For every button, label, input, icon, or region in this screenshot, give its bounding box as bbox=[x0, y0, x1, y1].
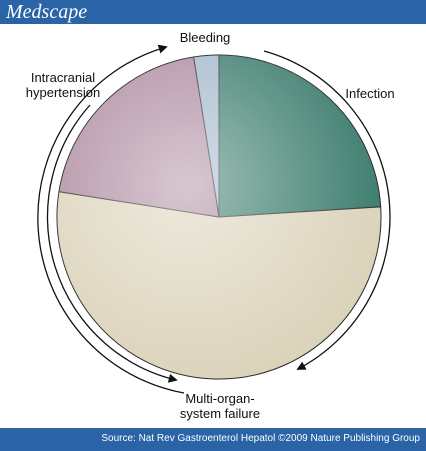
footer: Source: Nat Rev Gastroenterol Hepatol ©2… bbox=[0, 428, 426, 451]
arrow bbox=[263, 50, 391, 370]
brand: Medscape bbox=[6, 1, 88, 23]
shading bbox=[57, 55, 381, 379]
arrow bbox=[46, 104, 178, 383]
header: Medscape bbox=[0, 0, 426, 24]
arrows bbox=[37, 44, 391, 394]
source: Source: Nat Rev Gastroenterol Hepatol ©2… bbox=[101, 433, 420, 444]
slice-label: Infection bbox=[345, 86, 395, 101]
slice-label: Multi-organ-system failure bbox=[179, 391, 261, 421]
slice-label: Intracranial hypertension bbox=[25, 70, 101, 100]
arrow bbox=[37, 44, 185, 394]
slice-label: Bleeding bbox=[179, 30, 231, 45]
